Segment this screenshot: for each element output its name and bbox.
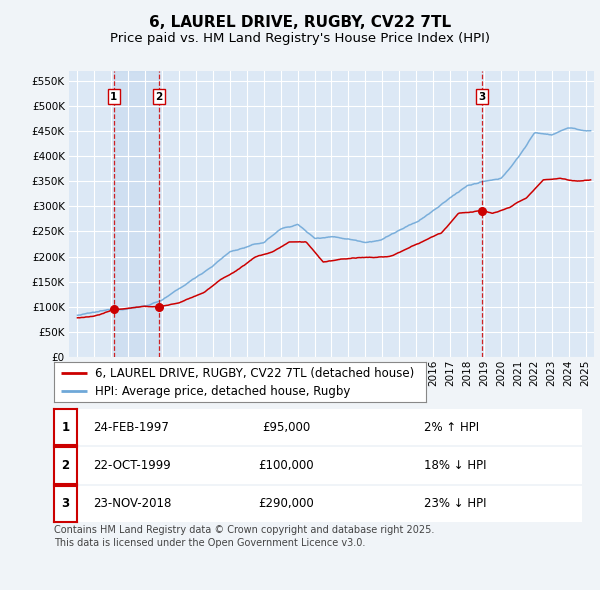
Text: 1: 1 <box>61 421 70 434</box>
Text: 18% ↓ HPI: 18% ↓ HPI <box>424 459 486 472</box>
Text: 1: 1 <box>110 91 118 101</box>
Text: 23% ↓ HPI: 23% ↓ HPI <box>424 497 486 510</box>
Text: £100,000: £100,000 <box>259 459 314 472</box>
Bar <box>114 71 159 357</box>
Text: Contains HM Land Registry data © Crown copyright and database right 2025.
This d: Contains HM Land Registry data © Crown c… <box>54 525 434 548</box>
Text: 2: 2 <box>61 459 70 472</box>
Text: 6, LAUREL DRIVE, RUGBY, CV22 7TL (detached house): 6, LAUREL DRIVE, RUGBY, CV22 7TL (detach… <box>95 367 414 380</box>
Text: Price paid vs. HM Land Registry's House Price Index (HPI): Price paid vs. HM Land Registry's House … <box>110 32 490 45</box>
Text: 23-NOV-2018: 23-NOV-2018 <box>94 497 172 510</box>
Text: HPI: Average price, detached house, Rugby: HPI: Average price, detached house, Rugb… <box>95 385 350 398</box>
Text: £290,000: £290,000 <box>259 497 314 510</box>
Text: 3: 3 <box>479 91 486 101</box>
Text: 2% ↑ HPI: 2% ↑ HPI <box>424 421 479 434</box>
Text: 3: 3 <box>61 497 70 510</box>
Text: £95,000: £95,000 <box>262 421 310 434</box>
Text: 2: 2 <box>155 91 163 101</box>
Text: 22-OCT-1999: 22-OCT-1999 <box>94 459 172 472</box>
Text: 24-FEB-1997: 24-FEB-1997 <box>94 421 169 434</box>
Text: 6, LAUREL DRIVE, RUGBY, CV22 7TL: 6, LAUREL DRIVE, RUGBY, CV22 7TL <box>149 15 451 30</box>
